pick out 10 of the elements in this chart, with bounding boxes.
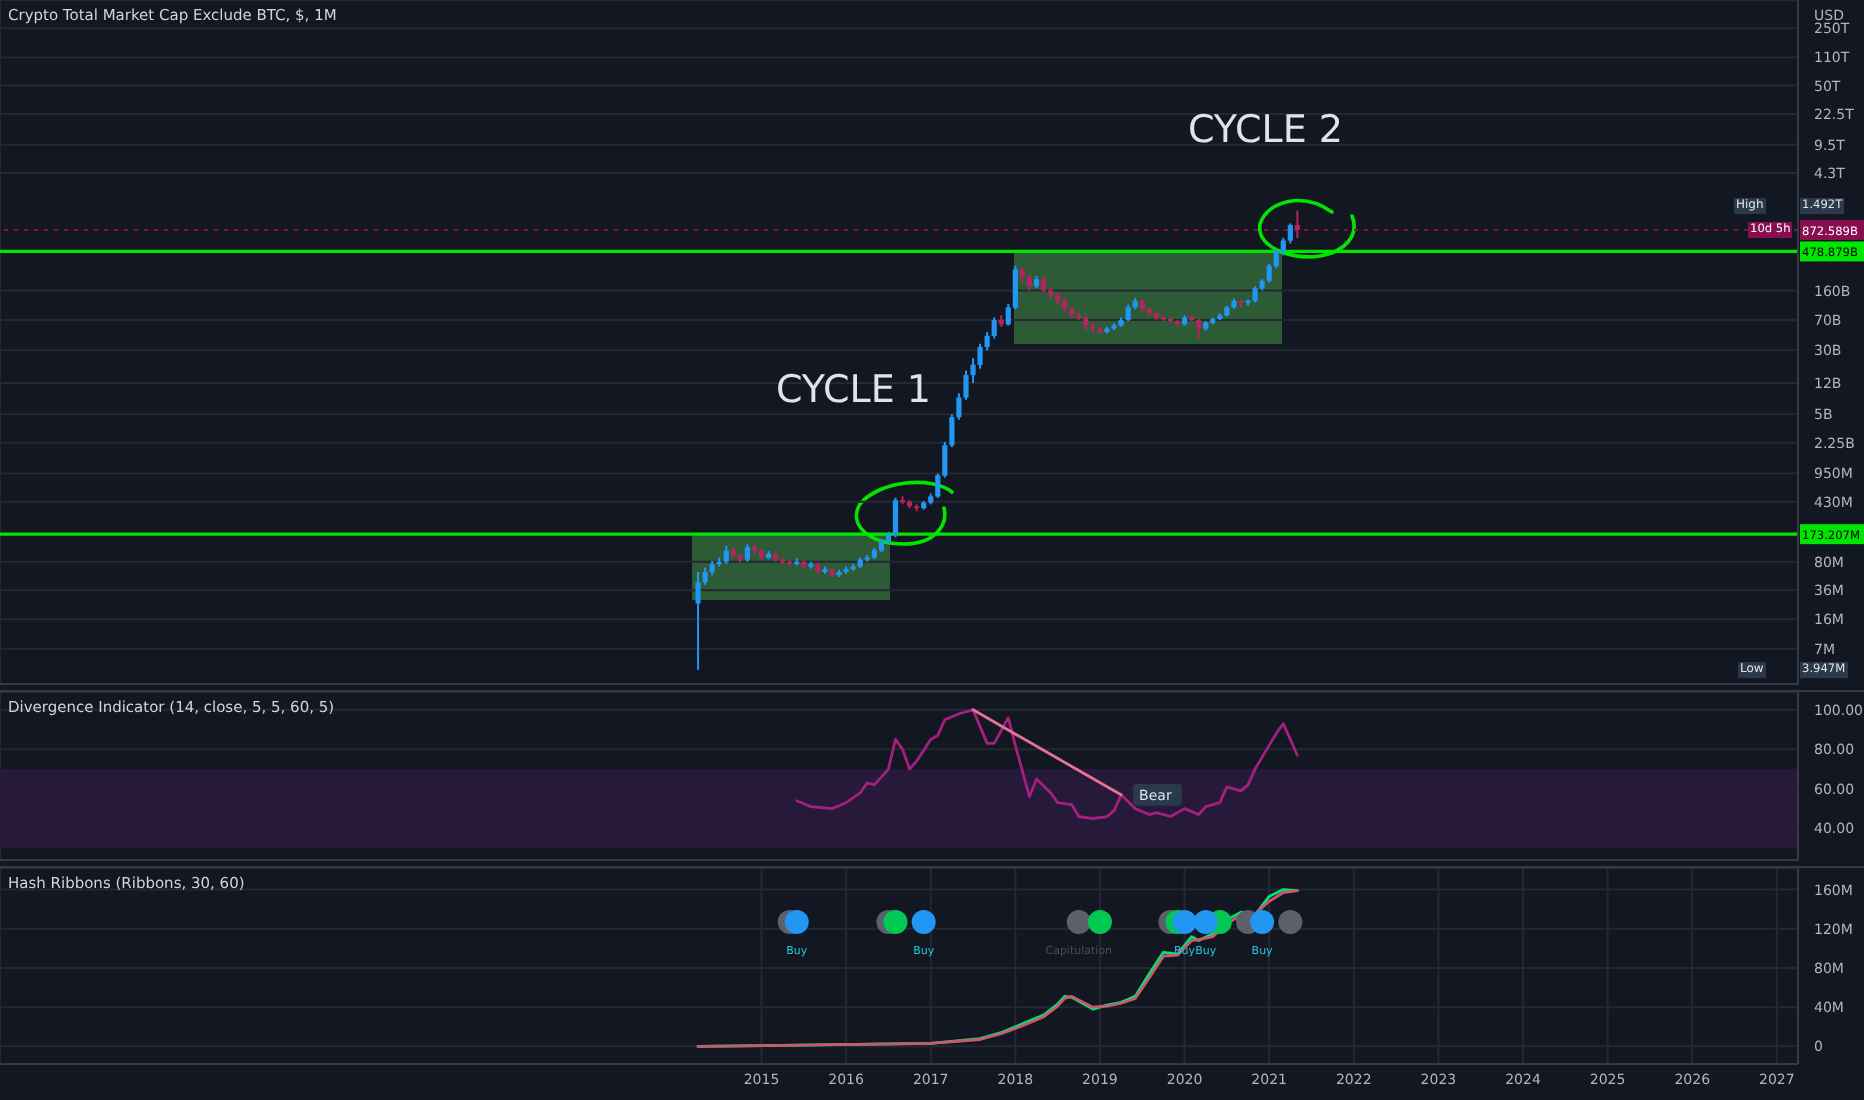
candlestick: [1287, 222, 1293, 245]
candlestick: [723, 544, 729, 566]
candlestick: [892, 496, 899, 539]
line-series: [795, 708, 1299, 820]
candlestick: [1196, 317, 1202, 340]
candlestick: [991, 316, 997, 340]
candlestick: [695, 570, 701, 671]
annotation: CYCLE 2: [1188, 108, 1343, 152]
annotation: CYCLE 1: [776, 368, 931, 412]
candlestick: [1294, 209, 1300, 239]
